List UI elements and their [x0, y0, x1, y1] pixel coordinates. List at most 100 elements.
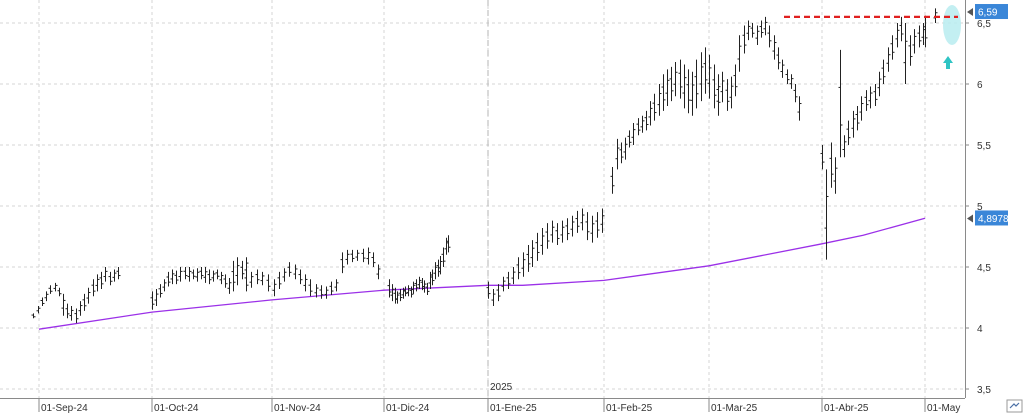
price-bar [729, 76, 734, 109]
y-axis-ticks: 6,5 6 5,5 5 4,5 4 3,5 [965, 19, 991, 396]
price-bar [859, 96, 864, 121]
price-bar [776, 47, 781, 70]
price-bar [703, 47, 708, 94]
price-bar [441, 247, 446, 267]
price-bar [565, 218, 570, 241]
price-bar [438, 256, 443, 275]
price-bar [329, 281, 334, 296]
price-bar [36, 306, 41, 314]
expand-icon[interactable] [1006, 399, 1023, 413]
price-bar [166, 271, 171, 287]
price-bar [535, 232, 540, 261]
last-price-badge-text: 6,59 [978, 8, 998, 19]
price-bar [61, 293, 66, 316]
price-bar [282, 268, 287, 282]
price-bar [707, 54, 712, 99]
price-bar [178, 267, 183, 282]
price-bar [183, 267, 188, 280]
price-bar [387, 279, 392, 298]
price-bar [69, 306, 74, 321]
price-bar [678, 59, 683, 99]
last-price-badge-box [975, 4, 1008, 20]
price-bar [682, 64, 687, 109]
y-tick-label: 4 [977, 324, 983, 335]
price-bar [615, 138, 620, 170]
price-bar [506, 271, 511, 289]
moving-average-badge-box [975, 210, 1008, 226]
price-bar [170, 269, 175, 285]
price-bar [657, 84, 662, 116]
price-bar [881, 59, 886, 84]
x-tick-label: 01-Oct-24 [154, 403, 199, 414]
price-bar [486, 281, 491, 299]
price-bar [293, 264, 298, 280]
price-bar [235, 257, 240, 286]
price-bar [838, 49, 843, 158]
price-bar [40, 297, 45, 307]
price-bar [746, 20, 751, 41]
moving-average-line [38, 217, 926, 330]
price-bar [277, 271, 282, 289]
last-price-badge-pointer [967, 8, 973, 17]
y-tick-label: 6,5 [977, 19, 991, 30]
price-bar [91, 279, 96, 297]
price-bar [491, 288, 496, 307]
x-tick-label: 01-May [927, 403, 960, 414]
x-tick-label: 01-Feb-25 [606, 403, 653, 414]
price-bar [255, 269, 260, 285]
price-bar [712, 64, 717, 109]
price-bar [199, 267, 204, 280]
x-tick-label: 01-Mar-25 [711, 403, 758, 414]
y-tick-label: 6 [977, 80, 983, 91]
price-bar [759, 20, 764, 38]
breakout-highlight-ellipse [943, 5, 961, 45]
x-axis-ticks: 01-Sep-24 01-Oct-24 01-Nov-24 01-Dic-24 01-E… [38, 398, 960, 414]
price-bar [772, 35, 777, 60]
price-bar [340, 252, 345, 274]
price-bar [640, 115, 645, 133]
price-bar [903, 23, 908, 84]
x-tick-label: 01-Abr-25 [824, 403, 869, 414]
price-bar [623, 137, 628, 160]
price-bar [627, 130, 632, 148]
price-bar [82, 293, 87, 311]
price-bar [223, 274, 228, 288]
price-bar [95, 274, 100, 292]
price-bar [686, 69, 691, 114]
price-bar [899, 16, 904, 42]
y-tick-label: 4,5 [977, 263, 991, 274]
price-bar [406, 285, 411, 297]
price-bar [540, 227, 545, 255]
price-bar [65, 303, 70, 319]
price-bar [150, 291, 155, 310]
moving-average-series [38, 217, 926, 330]
price-bar [742, 25, 747, 54]
price-bar [767, 25, 772, 48]
x-tick-label: 01-Sep-24 [41, 403, 88, 414]
last-price-badge: 6,59 [967, 4, 1008, 20]
price-bar [355, 249, 360, 261]
price-bar [272, 279, 277, 297]
price-bar [403, 286, 408, 297]
price-bar [249, 271, 254, 288]
price-bar [376, 264, 381, 280]
price-bar [298, 269, 303, 285]
price-bar [789, 74, 794, 89]
price-bar [886, 47, 891, 72]
price-bar [917, 25, 922, 48]
price-bar [648, 101, 653, 126]
price-bar [725, 79, 730, 111]
price-bar [873, 84, 878, 106]
price-bar [211, 270, 216, 282]
price-bar [187, 267, 192, 282]
price-bar [103, 267, 108, 282]
price-bar [585, 212, 590, 241]
price-bar [690, 71, 695, 116]
y-tick-label: 5,5 [977, 141, 991, 152]
price-bar [877, 71, 882, 97]
price-bar [521, 252, 526, 277]
price-bar [829, 142, 834, 188]
up-arrow-icon-shape [943, 56, 953, 69]
price-bar [398, 288, 403, 302]
price-bar [390, 284, 395, 302]
